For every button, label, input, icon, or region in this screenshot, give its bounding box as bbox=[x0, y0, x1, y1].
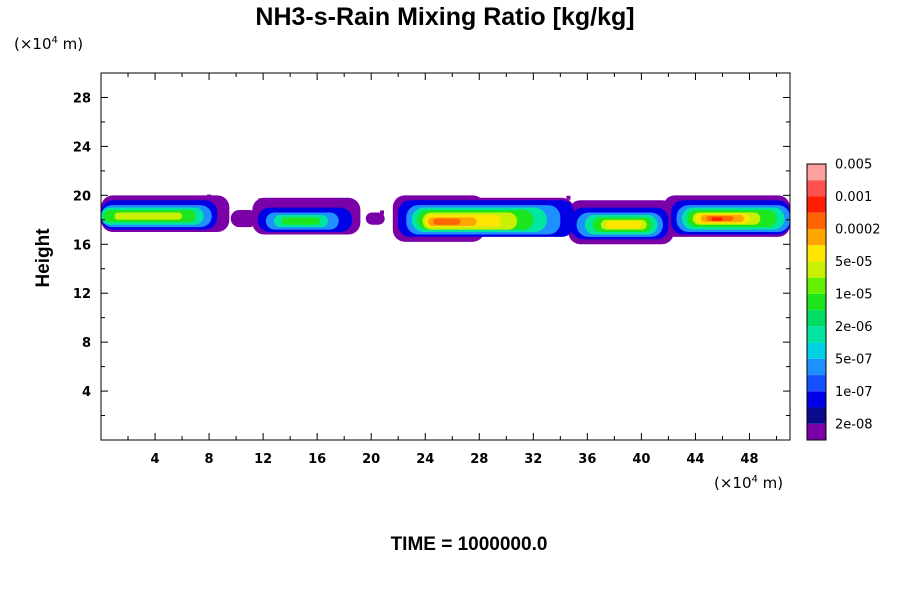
contour-region-level-11-1 bbox=[606, 221, 642, 229]
y-tick-label-24: 24 bbox=[73, 140, 91, 155]
x-tick-label-28: 28 bbox=[470, 452, 488, 467]
x-tick-label-48: 48 bbox=[740, 452, 758, 467]
time-label: TIME = 1000000.0 bbox=[391, 534, 548, 555]
colorbar-swatch-15 bbox=[807, 180, 826, 197]
colorbar-swatch-6 bbox=[807, 326, 826, 343]
colorbar-swatch-0 bbox=[807, 423, 826, 440]
y-tick-label-12: 12 bbox=[73, 287, 91, 302]
colorbar-frame bbox=[806, 163, 827, 441]
y-tick-label-28: 28 bbox=[73, 91, 91, 106]
x-tick-label-40: 40 bbox=[632, 452, 650, 467]
plot-area bbox=[101, 194, 790, 245]
colorbar-label-4: 1e-05 bbox=[835, 287, 873, 302]
x-tick-label-4: 4 bbox=[151, 452, 160, 467]
contour-speck-6 bbox=[566, 195, 571, 200]
colorbar-swatch-4 bbox=[807, 358, 826, 376]
colorbar-swatch-12 bbox=[807, 228, 826, 246]
colorbar-label-3: 2e-06 bbox=[835, 320, 873, 335]
y-tick-label-8: 8 bbox=[82, 336, 91, 351]
colorbar-swatch-11 bbox=[807, 245, 826, 262]
colorbar-label-5: 5e-05 bbox=[835, 255, 873, 270]
y-axis: 4 8 12 16 20 24 28 bbox=[73, 91, 790, 417]
x-unit-label: (×104 m) bbox=[714, 474, 783, 492]
x-tick-label-8: 8 bbox=[205, 452, 214, 467]
colorbar-label-6: 0.0002 bbox=[835, 222, 881, 237]
contour-speck-4 bbox=[380, 210, 385, 215]
colorbar-label-0: 2e-08 bbox=[835, 417, 873, 432]
contour-region-level-0-3 bbox=[365, 212, 385, 225]
colorbar-swatch-14 bbox=[807, 196, 826, 213]
plot-frame bbox=[100, 72, 791, 441]
colorbar-swatch-3 bbox=[807, 375, 826, 392]
x-tick-label-20: 20 bbox=[362, 452, 380, 467]
colorbar-swatch-10 bbox=[807, 261, 826, 278]
x-tick-label-32: 32 bbox=[524, 452, 542, 467]
colorbar-swatch-7 bbox=[807, 310, 826, 327]
colorbar-swatch-8 bbox=[807, 293, 826, 311]
contour-speck-2 bbox=[253, 212, 258, 217]
colorbar-swatch-13 bbox=[807, 212, 826, 229]
contour-speck-7 bbox=[207, 194, 212, 199]
contour-region-level-13-0 bbox=[433, 218, 461, 225]
colorbar-label-8: 0.005 bbox=[835, 158, 872, 173]
contour-speck-0 bbox=[236, 210, 241, 215]
chart-title: NH3-s-Rain Mixing Ratio [kg/kg] bbox=[255, 3, 634, 31]
colorbar-label-1: 1e-07 bbox=[835, 385, 873, 400]
contour-speck-1 bbox=[244, 216, 249, 221]
colorbar-swatch-16 bbox=[807, 164, 826, 181]
y-axis-label: Height bbox=[33, 228, 54, 288]
x-axis: 4 8 12 16 20 24 28 32 36 40 44 48 bbox=[127, 73, 777, 467]
x-tick-label-24: 24 bbox=[416, 452, 434, 467]
contour-region-level-10-0 bbox=[114, 212, 183, 220]
contour-speck-3 bbox=[366, 215, 371, 220]
colorbar-label-2: 5e-07 bbox=[835, 352, 873, 367]
contour-region-level-8-1 bbox=[282, 217, 320, 225]
colorbar: 2e-08 1e-07 5e-07 2e-06 1e-05 5e-05 0.0002 0.00… bbox=[806, 158, 881, 441]
x-tick-label-36: 36 bbox=[578, 452, 596, 467]
x-tick-label-16: 16 bbox=[308, 452, 326, 467]
y-tick-label-4: 4 bbox=[82, 385, 91, 400]
colorbar-swatch-5 bbox=[807, 342, 826, 359]
y-tick-label-16: 16 bbox=[73, 238, 91, 253]
contour-speck-5 bbox=[258, 198, 263, 203]
y-unit-label: (×104 m) bbox=[14, 35, 83, 53]
colorbar-swatch-1 bbox=[807, 407, 826, 424]
contour-region-level-14-0 bbox=[711, 217, 723, 222]
colorbar-swatch-9 bbox=[807, 277, 826, 294]
colorbar-swatch-2 bbox=[807, 391, 826, 408]
colorbar-label-7: 0.001 bbox=[835, 190, 872, 205]
x-tick-label-44: 44 bbox=[686, 452, 704, 467]
y-tick-label-20: 20 bbox=[73, 189, 91, 204]
x-tick-label-12: 12 bbox=[254, 452, 272, 467]
